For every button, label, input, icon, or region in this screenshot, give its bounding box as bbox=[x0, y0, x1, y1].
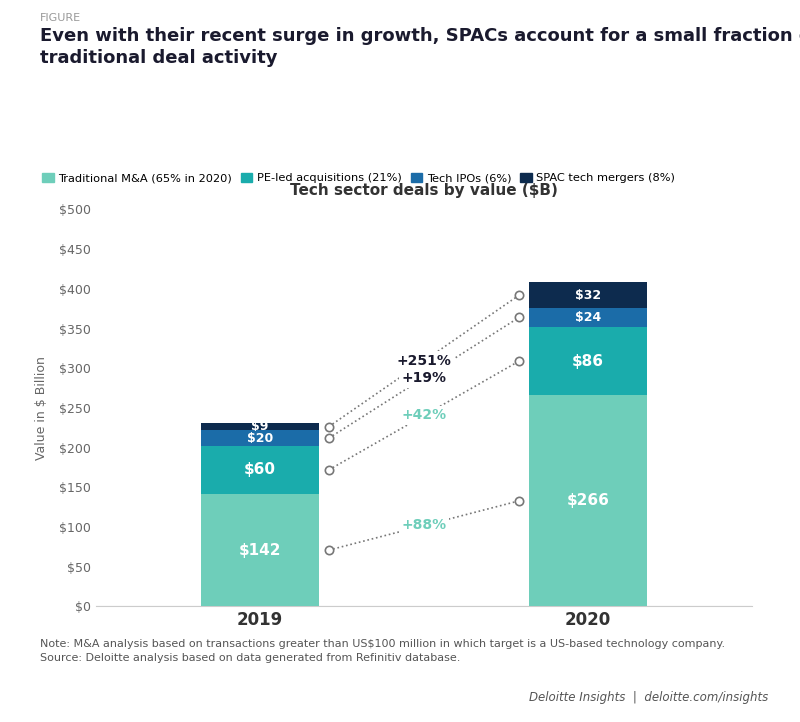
Text: $60: $60 bbox=[244, 462, 276, 477]
Legend: Traditional M&A (65% in 2020), PE-led acquisitions (21%), Tech IPOs (6%), SPAC t: Traditional M&A (65% in 2020), PE-led ac… bbox=[38, 168, 680, 188]
Text: $32: $32 bbox=[575, 289, 601, 302]
Text: $266: $266 bbox=[566, 493, 610, 508]
Bar bbox=[529, 282, 647, 308]
Text: +42%: +42% bbox=[402, 409, 446, 422]
Text: $20: $20 bbox=[247, 432, 273, 445]
Bar bbox=[201, 494, 319, 606]
Text: $142: $142 bbox=[238, 543, 282, 557]
Text: $86: $86 bbox=[572, 354, 604, 368]
Text: Deloitte Insights  |  deloitte.com/insights: Deloitte Insights | deloitte.com/insight… bbox=[529, 691, 768, 704]
Text: FIGURE: FIGURE bbox=[40, 13, 81, 23]
Bar bbox=[529, 308, 647, 327]
Title: Tech sector deals by value ($B): Tech sector deals by value ($B) bbox=[290, 183, 558, 199]
Text: Even with their recent surge in growth, SPACs account for a small fraction of
tr: Even with their recent surge in growth, … bbox=[40, 27, 800, 67]
Text: $24: $24 bbox=[575, 311, 601, 324]
Bar bbox=[201, 446, 319, 494]
Bar bbox=[201, 423, 319, 430]
Bar bbox=[529, 327, 647, 395]
Bar bbox=[201, 430, 319, 446]
Bar bbox=[529, 395, 647, 606]
Text: +88%: +88% bbox=[402, 518, 446, 532]
Text: $9: $9 bbox=[251, 420, 269, 433]
Text: +19%: +19% bbox=[402, 371, 446, 385]
Text: +251%: +251% bbox=[397, 354, 451, 368]
Y-axis label: Value in $ Billion: Value in $ Billion bbox=[35, 356, 48, 460]
Text: Note: M&A analysis based on transactions greater than US$100 million in which ta: Note: M&A analysis based on transactions… bbox=[40, 639, 725, 663]
